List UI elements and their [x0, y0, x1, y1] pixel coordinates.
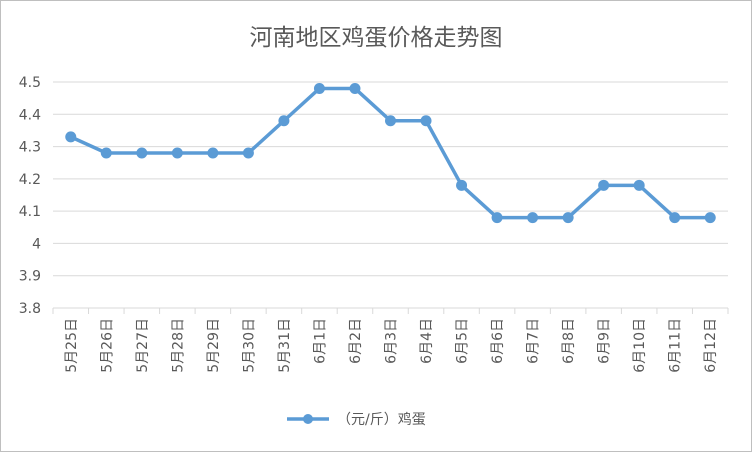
data-point[interactable] [242, 147, 254, 159]
x-tick-label: 5月28日 [170, 318, 186, 373]
x-tick-label: 5月31日 [277, 318, 293, 373]
legend-marker [303, 414, 313, 424]
legend-label: （元/斤）鸡蛋 [337, 411, 426, 428]
x-axis-ticks: 5月25日 5月26日 5月27日 5月28日 5月29日 5月30日 5月31日 6月1日 6… [52, 308, 729, 373]
x-tick-label: 5月30日 [241, 318, 257, 373]
y-tick-label: 4.2 [19, 172, 41, 188]
data-point[interactable] [65, 131, 77, 143]
legend[interactable]: （元/斤）鸡蛋 [287, 411, 426, 428]
x-tick-label: 6月5日 [455, 318, 471, 364]
x-tick-label: 6月9日 [597, 318, 613, 364]
x-tick-label: 6月8日 [561, 318, 577, 364]
series-line [69, 86, 712, 220]
x-tick-label: 5月27日 [135, 318, 151, 373]
data-point[interactable] [349, 82, 361, 94]
x-tick-label: 6月3日 [384, 318, 400, 364]
data-point[interactable] [171, 147, 183, 159]
data-point[interactable] [456, 179, 468, 191]
series-layer [65, 82, 716, 224]
data-point[interactable] [598, 179, 610, 191]
y-tick-label: 4.4 [19, 107, 41, 123]
data-point[interactable] [704, 212, 716, 224]
data-point[interactable] [420, 115, 432, 127]
chart-title: 河南地区鸡蛋价格走势图 [250, 25, 503, 51]
x-tick-label: 6月4日 [419, 318, 435, 364]
y-tick-label: 4.1 [19, 204, 41, 220]
x-tick-label: 6月7日 [526, 318, 542, 364]
y-tick-label: 4.3 [19, 140, 41, 156]
data-point[interactable] [633, 179, 645, 191]
data-point[interactable] [100, 147, 112, 159]
x-tick-label: 5月26日 [99, 318, 115, 373]
data-point[interactable] [491, 212, 503, 224]
gridlines [53, 81, 728, 309]
y-tick-label: 3.9 [19, 269, 41, 285]
data-point[interactable] [278, 115, 290, 127]
x-tick-label: 6月1日 [312, 318, 328, 364]
x-tick-label: 6月12日 [703, 318, 719, 373]
data-point[interactable] [136, 147, 148, 159]
x-tick-label: 6月6日 [490, 318, 506, 364]
data-point[interactable] [313, 82, 325, 94]
x-tick-label: 6月11日 [668, 318, 684, 373]
data-point[interactable] [385, 115, 396, 127]
x-tick-label: 6月2日 [348, 318, 364, 364]
data-point[interactable] [207, 147, 219, 159]
y-axis-ticks: 3.8 3.9 4 4.1 4.2 4.3 4.4 4.5 [19, 75, 41, 317]
y-tick-label: 4 [32, 236, 41, 252]
y-tick-label: 3.8 [19, 301, 41, 317]
x-tick-label: 6月10日 [632, 318, 648, 373]
x-tick-label: 5月25日 [64, 318, 80, 373]
data-point[interactable] [527, 212, 539, 224]
y-tick-label: 4.5 [19, 75, 41, 91]
data-point[interactable] [669, 212, 681, 224]
data-point[interactable] [562, 212, 574, 224]
x-tick-label: 5月29日 [206, 318, 222, 373]
